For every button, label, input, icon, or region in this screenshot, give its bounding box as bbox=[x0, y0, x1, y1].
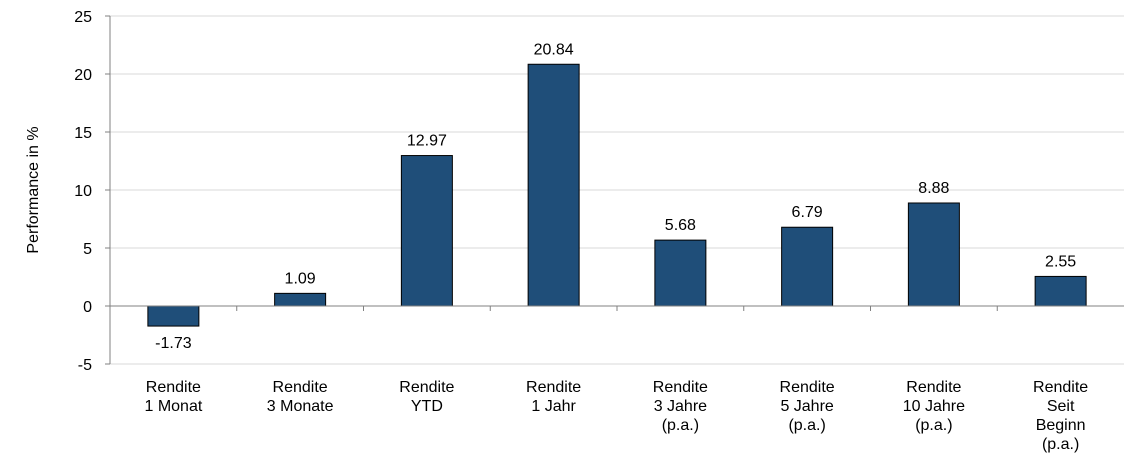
bar bbox=[1034, 275, 1087, 307]
bars bbox=[147, 63, 1087, 327]
data-label: 2.55 bbox=[1045, 253, 1076, 270]
bar bbox=[907, 202, 960, 307]
data-label: -1.73 bbox=[155, 335, 192, 352]
data-label: 8.88 bbox=[918, 180, 949, 197]
data-label: 1.09 bbox=[285, 270, 316, 287]
data-label: 20.84 bbox=[534, 41, 574, 58]
y-tick-label: -5 bbox=[78, 357, 92, 374]
category-label: Rendite 10 Jahre (p.a.) bbox=[903, 379, 965, 434]
bar bbox=[400, 155, 453, 307]
bar bbox=[654, 239, 707, 307]
category-label: Rendite 1 Monat bbox=[144, 379, 202, 415]
data-label: 12.97 bbox=[407, 133, 447, 150]
category-label: Rendite 3 Monate bbox=[267, 379, 334, 415]
category-label: Rendite YTD bbox=[399, 379, 454, 415]
bar bbox=[527, 63, 580, 307]
bar bbox=[781, 226, 834, 307]
category-labels: Rendite 1 Monat Rendite 3 Monate Rendite YTD R… bbox=[144, 379, 1088, 453]
y-tick-label: 20 bbox=[74, 67, 92, 84]
y-tick-label: 25 bbox=[74, 9, 92, 26]
category-label: Rendite Seit Beginn (p.a.) bbox=[1033, 379, 1088, 453]
gridlines bbox=[110, 15, 1124, 365]
data-label: 6.79 bbox=[792, 204, 823, 221]
axes bbox=[105, 15, 1124, 365]
category-label: Rendite 5 Jahre (p.a.) bbox=[780, 379, 835, 434]
y-tick-label: 15 bbox=[74, 125, 92, 142]
y-tick-label: 5 bbox=[83, 241, 92, 258]
y-axis-title: Performance in % bbox=[25, 126, 42, 253]
category-label: Rendite 3 Jahre (p.a.) bbox=[653, 379, 708, 434]
y-tick-labels: -5 0 5 10 15 20 25 bbox=[74, 9, 92, 374]
y-tick-label: 0 bbox=[83, 299, 92, 316]
data-label: 5.68 bbox=[665, 217, 696, 234]
data-labels: -1.73 1.09 12.97 20.84 5.68 6.79 8.88 2.55 bbox=[155, 41, 1076, 352]
y-tick-label: 10 bbox=[74, 183, 92, 200]
bar bbox=[274, 292, 327, 307]
category-label: Rendite 1 Jahr bbox=[526, 379, 581, 415]
bar bbox=[147, 305, 200, 327]
